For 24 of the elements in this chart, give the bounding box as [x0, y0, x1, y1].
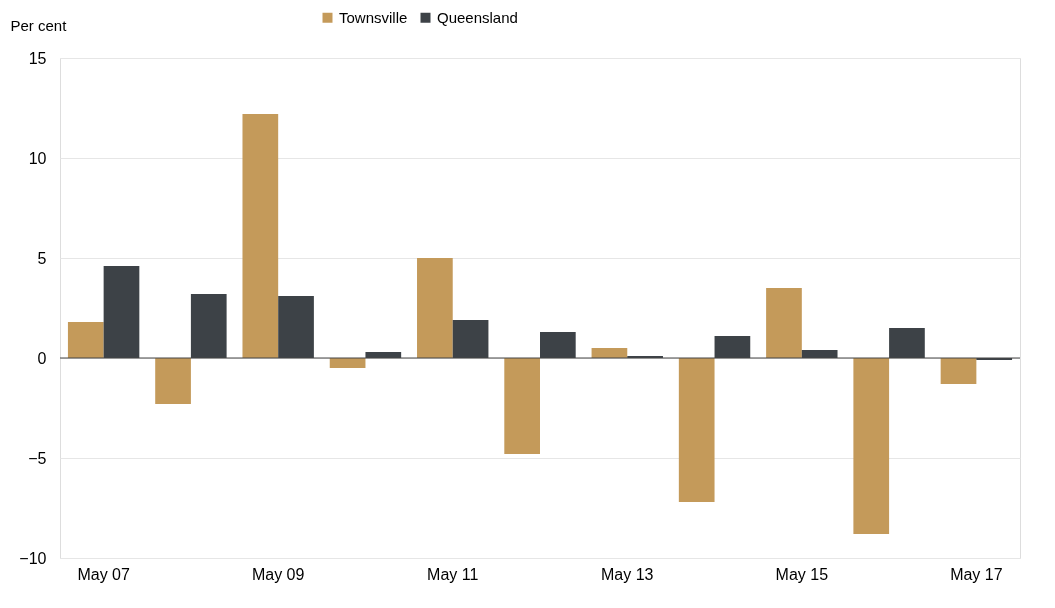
y-tick-label: 0: [37, 349, 47, 367]
bar: [766, 288, 802, 358]
x-tick-label: May 07: [77, 565, 130, 583]
y-tick-label: 10: [28, 149, 47, 167]
y-tick-label: −10: [19, 549, 47, 567]
y-tick-label: 5: [37, 249, 47, 267]
x-tick-label: May 17: [950, 565, 1003, 583]
bar: [940, 358, 977, 384]
y-axis-title: Per cent: [10, 16, 68, 34]
bar: [853, 358, 890, 534]
x-tick-label: May 11: [427, 565, 479, 583]
bar: [417, 258, 453, 358]
bar: [678, 358, 715, 502]
x-tick-label: May 13: [601, 565, 654, 583]
legend-label: Queensland: [437, 8, 518, 26]
bar: [242, 114, 279, 358]
y-tick-label: −5: [28, 449, 47, 467]
legend-label: Townsville: [339, 8, 408, 26]
bar: [504, 358, 540, 454]
x-tick-label: May 09: [251, 565, 305, 583]
y-tick-label: 15: [28, 49, 47, 67]
x-tick-label: May 15: [775, 565, 829, 583]
bar: [155, 358, 191, 404]
bar: [67, 322, 104, 358]
